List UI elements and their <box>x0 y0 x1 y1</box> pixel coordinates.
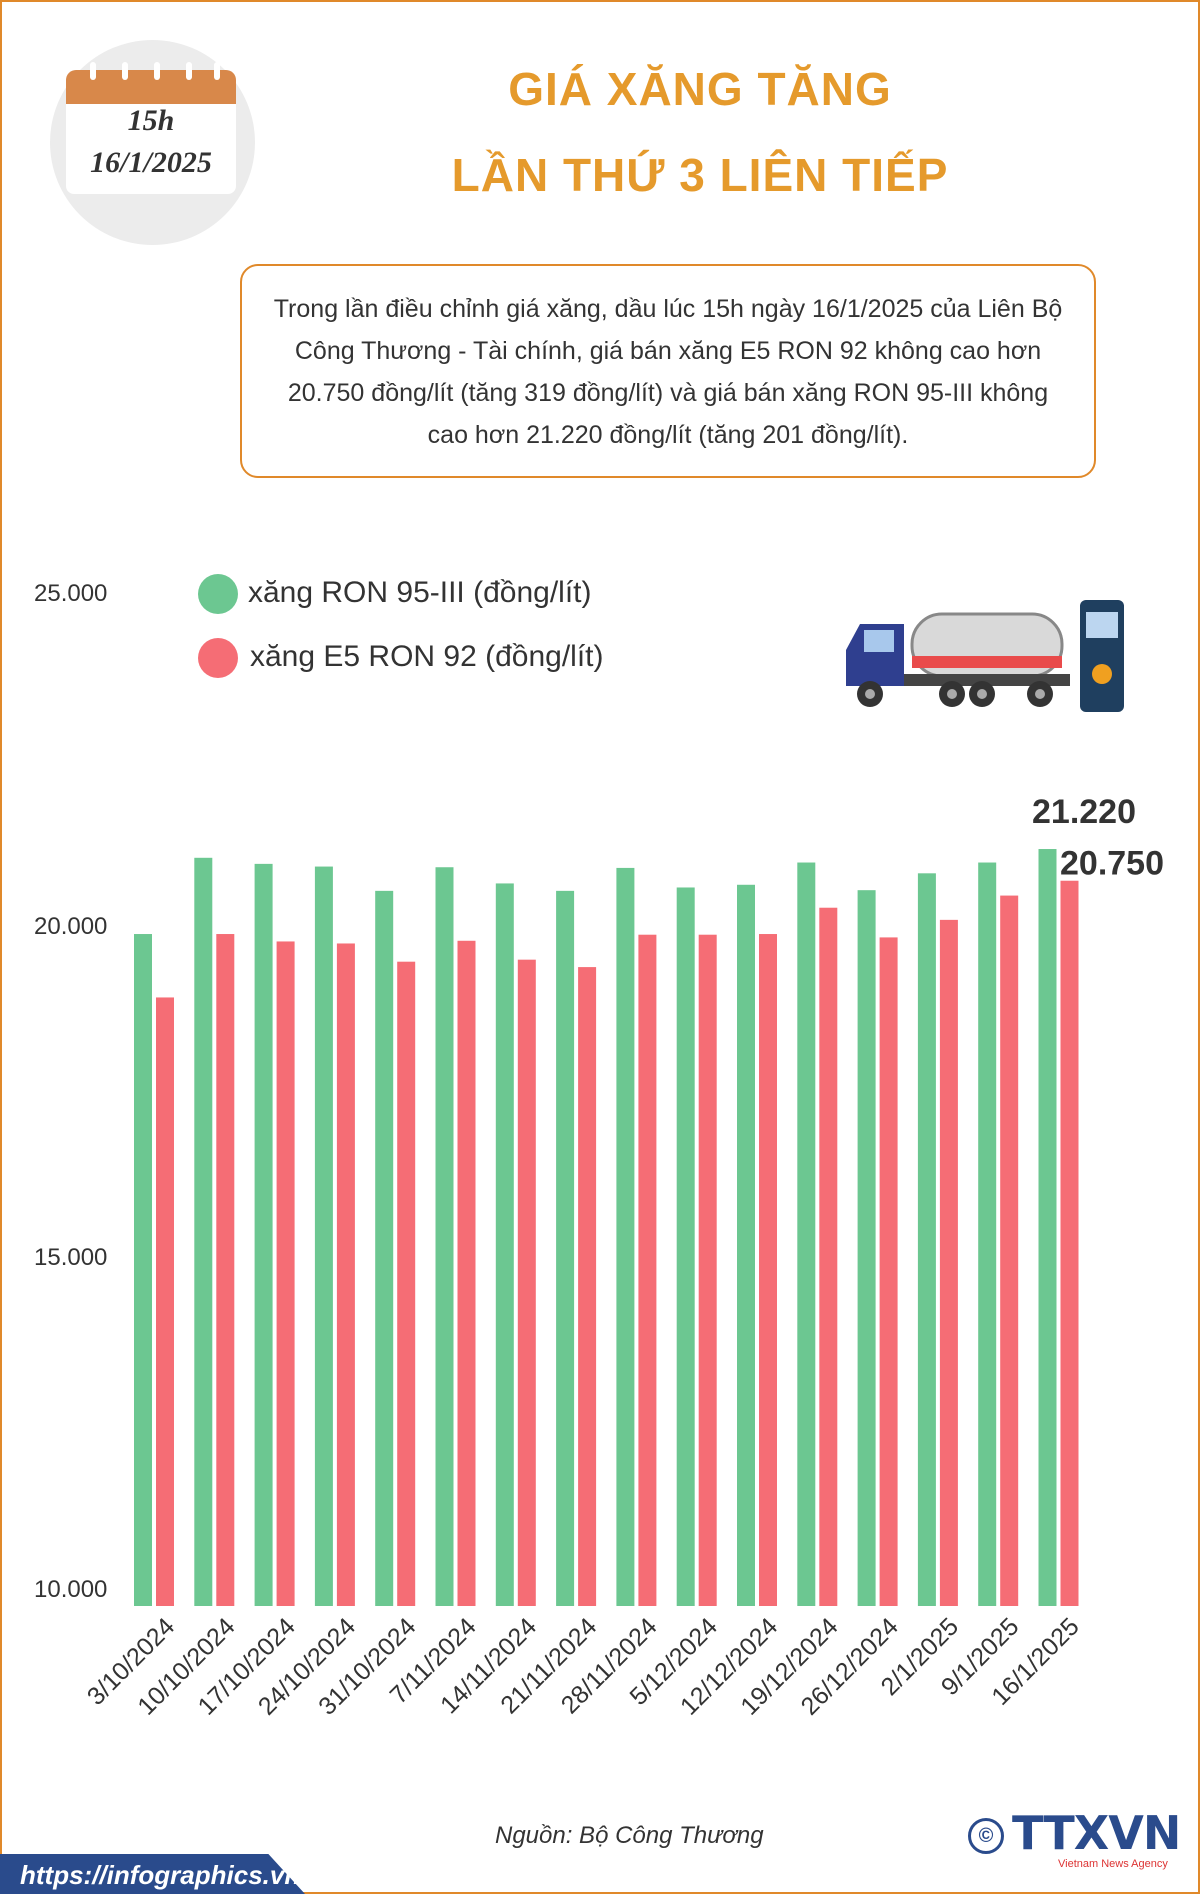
ttxvn-logo-subtitle: Vietnam News Agency <box>1058 1858 1168 1870</box>
calendar-date: 16/1/2025 <box>90 146 212 179</box>
bar-ron95 <box>194 857 213 1606</box>
bar-ron95 <box>495 883 514 1606</box>
bar-e5 <box>517 959 536 1606</box>
bar-e5 <box>1000 895 1019 1606</box>
y-tick-label: 20.000 <box>34 913 108 940</box>
site-url[interactable]: https://infographics.vn <box>20 1860 301 1890</box>
data-label: 20.750 <box>1060 845 1164 883</box>
calendar-ring <box>122 62 128 80</box>
page-title-line2: LẦN THỨ 3 LIÊN TIẾP <box>451 149 949 201</box>
calendar-ring <box>186 62 192 80</box>
calendar-ring <box>154 62 160 80</box>
calendar-time: 15h <box>127 104 175 137</box>
bar-e5 <box>397 961 416 1606</box>
y-tick-label: 10.000 <box>34 1576 108 1603</box>
bar-e5 <box>939 919 958 1606</box>
bar-ron95 <box>616 867 635 1606</box>
legend-label-e5: xăng E5 RON 92 (đồng/lít) <box>250 640 604 673</box>
bar-ron95 <box>797 862 816 1606</box>
bar-e5 <box>1060 880 1079 1606</box>
legend-label-ron95: xăng RON 95-III (đồng/lít) <box>248 576 592 609</box>
bar-ron95 <box>435 867 454 1606</box>
ttxvn-logo: TTXVN <box>1012 1806 1181 1860</box>
bar-ron95 <box>134 934 152 1606</box>
bar-e5 <box>457 940 476 1606</box>
bar-e5 <box>759 934 777 1606</box>
y-tick-label: 25.000 <box>34 580 108 607</box>
bar-ron95 <box>254 863 273 1606</box>
calendar-page <box>66 104 236 194</box>
bar-e5 <box>336 943 355 1606</box>
legend-dot-e5 <box>198 638 238 678</box>
bar-ron95 <box>737 884 755 1606</box>
bar-e5 <box>879 937 898 1606</box>
bar-e5 <box>216 934 235 1606</box>
copyright-icon: © <box>968 1818 1004 1854</box>
bar-ron95 <box>978 862 997 1606</box>
bar-e5 <box>578 967 597 1606</box>
fuel-pump-icon <box>1080 600 1124 712</box>
y-tick-label: 15.000 <box>34 1244 108 1271</box>
bar-e5 <box>819 907 838 1606</box>
url-bar <box>0 1854 305 1894</box>
calendar-ring <box>214 62 220 80</box>
bar-ron95 <box>314 866 333 1606</box>
bar-chart: 3/10/202410/10/202417/10/202424/10/20243… <box>82 793 1164 1721</box>
bar-ron95 <box>857 890 876 1606</box>
bar-ron95 <box>375 890 394 1606</box>
bar-e5 <box>638 934 657 1606</box>
tanker-truck-icon <box>846 600 1124 712</box>
bar-ron95 <box>676 887 695 1606</box>
data-label: 21.220 <box>1032 793 1136 831</box>
bar-e5 <box>698 934 717 1606</box>
source-note: Nguồn: Bộ Công Thương <box>495 1822 764 1849</box>
bar-ron95 <box>556 890 575 1606</box>
bar-e5 <box>156 997 174 1606</box>
bar-ron95 <box>1038 849 1057 1606</box>
page-title-line1: GIÁ XĂNG TĂNG <box>508 63 892 115</box>
bar-e5 <box>276 941 295 1606</box>
bar-ron95 <box>917 873 936 1606</box>
description-box: Trong lần điều chỉnh giá xăng, dầu lúc 1… <box>240 264 1096 478</box>
legend-dot-ron95 <box>198 574 238 614</box>
calendar-ring <box>90 62 96 80</box>
